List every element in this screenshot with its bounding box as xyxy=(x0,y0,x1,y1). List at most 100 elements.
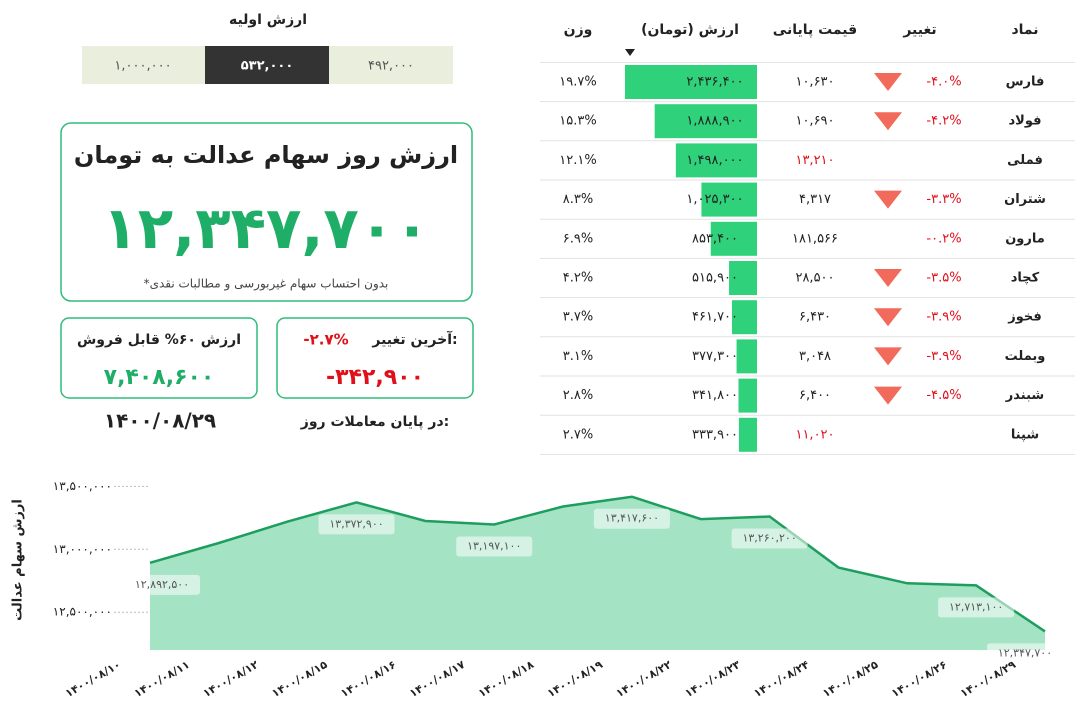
value: ۴۶۱,۷۰۰ xyxy=(692,310,738,325)
option[interactable]: ۱,۰۰۰,۰۰۰ xyxy=(114,59,171,74)
x-tick-label: ۱۴۰۰/۰۸/۱۹ xyxy=(545,658,605,700)
weight: ۳.۱% xyxy=(563,349,593,364)
symbol: فخوز xyxy=(1007,310,1042,325)
value-label: ۱۳,۳۷۲,۹۰۰ xyxy=(329,517,383,530)
symbol: مارون xyxy=(1005,231,1045,246)
change: -۰.۲% xyxy=(926,231,961,246)
option-box[interactable] xyxy=(329,46,453,84)
area xyxy=(150,496,1045,650)
weight: ۱۵.۳% xyxy=(559,114,596,129)
value: ۲,۴۳۶,۴۰۰ xyxy=(686,75,743,90)
change-title: آخرین تغییر: xyxy=(371,330,457,348)
option[interactable]: ۴۹۲,۰۰۰ xyxy=(368,59,414,74)
table-header: نماد xyxy=(1011,22,1038,38)
x-tick-label: ۱۴۰۰/۰۸/۲۴ xyxy=(751,658,811,700)
value: ۳۳۳,۹۰۰ xyxy=(692,427,738,442)
change: -۳.۹% xyxy=(926,349,961,364)
x-tick-label: ۱۴۰۰/۰۸/۱۰ xyxy=(63,658,123,700)
value-bar xyxy=(736,339,757,374)
symbol: شپنا xyxy=(1011,427,1039,442)
value-label-box xyxy=(987,643,1063,664)
down-arrow xyxy=(874,190,902,209)
weight: ۸.۳% xyxy=(563,192,593,207)
value-bar xyxy=(701,182,757,217)
price: ۶,۴۳۰ xyxy=(799,310,831,325)
value: ۵۱۵,۹۰۰ xyxy=(692,271,738,286)
table-header: تغییر xyxy=(902,22,936,38)
x-tick-label: ۱۴۰۰/۰۸/۱۵ xyxy=(270,658,330,700)
main-title: ارزش روز سهام عدالت به تومان xyxy=(74,141,458,169)
value-label: ۱۲,۳۴۷,۷۰۰ xyxy=(998,646,1052,659)
main-value: ۱۲,۳۴۷,۷۰۰ xyxy=(102,194,429,262)
down-arrow xyxy=(874,73,902,91)
value-bar xyxy=(738,378,757,413)
value-label-box xyxy=(456,536,533,557)
x-tick-label: ۱۴۰۰/۰۸/۲۶ xyxy=(889,658,949,700)
option[interactable]: ۵۳۲,۰۰۰ xyxy=(241,59,294,74)
down-arrow xyxy=(874,347,902,366)
value-bar xyxy=(731,300,757,335)
price: ۱۰,۶۹۰ xyxy=(795,114,834,129)
price: ۱۳,۲۱۰ xyxy=(795,153,834,168)
value: ۸۵۳,۴۰۰ xyxy=(692,231,738,246)
value-label-box xyxy=(124,574,200,595)
value-label: ۱۳,۴۱۷,۶۰۰ xyxy=(605,512,659,525)
value: ۱,۴۹۸,۰۰۰ xyxy=(686,153,743,168)
value-label-box xyxy=(731,528,808,549)
weight: ۴.۲% xyxy=(563,271,593,286)
date: ۱۴۰۰/۰۸/۲۹ xyxy=(104,409,216,433)
down-arrow xyxy=(874,386,902,405)
symbol: شتران xyxy=(1004,192,1046,207)
option-box[interactable] xyxy=(82,46,205,84)
price: ۱۱,۰۲۰ xyxy=(795,427,834,442)
change: -۳.۵% xyxy=(926,271,961,286)
sellable-value: ۷,۴۰۸,۶۰۰ xyxy=(104,365,215,390)
option-box-selected[interactable] xyxy=(205,46,329,84)
y-axis-label: ارزش سهام عدالت xyxy=(11,499,26,621)
x-tick-label: ۱۴۰۰/۰۸/۱۶ xyxy=(338,658,398,700)
sellable-title: ارزش ۶۰% قابل فروش xyxy=(77,332,241,348)
change: -۴.۲% xyxy=(926,114,961,129)
value-label: ۱۳,۲۶۰,۲۰۰ xyxy=(742,532,796,545)
y-tick-label: ۱۲,۵۰۰,۰۰۰ xyxy=(53,605,112,619)
price: ۱۸۱,۵۶۶ xyxy=(792,231,838,246)
x-tick-label: ۱۴۰۰/۰۸/۱۷ xyxy=(407,658,467,700)
weight: ۶.۹% xyxy=(563,231,593,246)
change-percent: -۲.۷% xyxy=(303,331,348,349)
change: -۳.۳% xyxy=(926,192,961,207)
symbol: فملی xyxy=(1007,153,1043,168)
value: ۳۴۱,۸۰۰ xyxy=(692,388,738,403)
table-header: قیمت پایانی xyxy=(773,22,857,38)
x-tick-label: ۱۴۰۰/۰۸/۲۲ xyxy=(614,658,674,700)
value-bar xyxy=(729,261,757,295)
weight: ۲.۸% xyxy=(563,388,593,403)
weight: ۱۹.۷% xyxy=(559,75,596,90)
price: ۶,۴۰۰ xyxy=(799,388,831,403)
value: ۱,۰۲۵,۳۰۰ xyxy=(686,192,743,207)
value: ۱,۸۸۸,۹۰۰ xyxy=(686,114,743,129)
sort-arrow[interactable] xyxy=(625,49,635,56)
initial-title: ارزش اولیه xyxy=(229,12,307,28)
table-header: وزن xyxy=(564,22,593,38)
down-arrow xyxy=(874,308,902,327)
change-box xyxy=(276,317,474,399)
value-bar xyxy=(625,65,757,99)
y-tick-label: ۱۳,۵۰۰,۰۰۰ xyxy=(53,479,112,493)
value: ۳۷۷,۳۰۰ xyxy=(692,349,738,364)
symbol: کچاد xyxy=(1011,271,1040,286)
weight: ۲.۷% xyxy=(563,427,593,442)
x-tick-label: ۱۴۰۰/۰۸/۱۲ xyxy=(201,658,261,700)
symbol: فارس xyxy=(1006,75,1045,90)
price: ۴,۳۱۷ xyxy=(799,192,831,207)
x-tick-label: ۱۴۰۰/۰۸/۱۱ xyxy=(132,658,192,700)
main-box xyxy=(60,122,473,302)
value-label-box xyxy=(318,514,395,535)
sellable-box xyxy=(60,317,258,399)
value-label: ۱۲,۸۹۲,۵۰۰ xyxy=(135,578,189,591)
value-label: ۱۳,۱۹۷,۱۰۰ xyxy=(467,539,521,552)
weight: ۳.۷% xyxy=(563,310,593,325)
change-value: -۳۴۲,۹۰۰ xyxy=(326,365,424,390)
value-bar xyxy=(710,221,757,256)
x-tick-label: ۱۴۰۰/۰۸/۲۳ xyxy=(683,658,743,700)
